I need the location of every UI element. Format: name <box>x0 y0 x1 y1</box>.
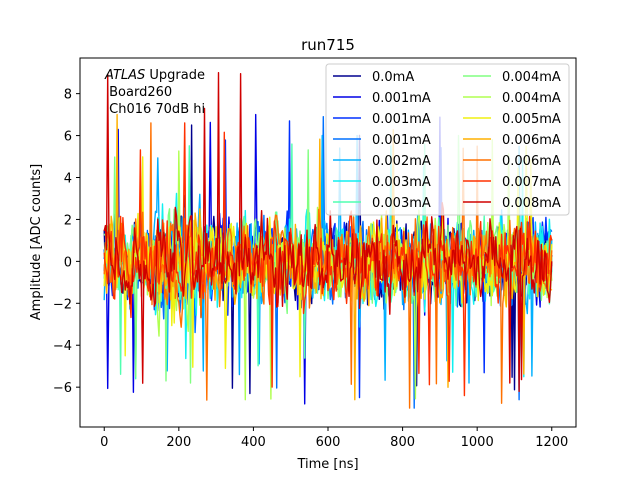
annotation-rest: Upgrade <box>145 68 205 83</box>
legend-label: 0.001mA <box>372 133 431 148</box>
chart-title: run715 <box>301 36 355 54</box>
legend-label: 0.001mA <box>372 112 431 127</box>
series-layer <box>103 72 553 409</box>
x-tick-label: 1200 <box>535 435 568 450</box>
y-tick-label: 2 <box>64 213 72 228</box>
legend-label: 0.0mA <box>372 70 414 85</box>
svg-text:ATLAS Upgrade: ATLAS Upgrade <box>104 68 205 83</box>
x-tick-label: 0 <box>100 435 108 450</box>
y-tick-label: −6 <box>53 381 72 396</box>
y-tick-label: 4 <box>64 172 72 187</box>
x-axis-label: Time [ns] <box>296 457 358 472</box>
legend-label: 0.004mA <box>502 91 561 106</box>
series-line <box>103 145 553 378</box>
legend-label: 0.004mA <box>502 70 561 85</box>
x-tick-label: 800 <box>390 435 415 450</box>
y-tick-label: 0 <box>64 255 72 270</box>
x-tick-label: 200 <box>166 435 191 450</box>
y-tick-label: −4 <box>53 339 72 354</box>
legend-label: 0.001mA <box>372 91 431 106</box>
legend-label: 0.003mA <box>372 175 431 190</box>
legend: 0.0mA 0.001mA 0.001mA 0.001mA 0.002mA 0.003mA… <box>325 63 570 216</box>
legend-label: 0.006mA <box>502 133 561 148</box>
atlas-annotation: ATLAS Upgrade Board260 Ch016 70dB hi <box>104 68 205 117</box>
x-axis: 0 200 400 600 800 1000 1200 <box>100 427 568 450</box>
annotation-board: Board260 <box>105 85 172 100</box>
y-axis-label: Amplitude [ADC counts] <box>29 164 44 320</box>
y-tick-label: 8 <box>64 88 72 103</box>
x-tick-label: 1000 <box>461 435 494 450</box>
y-tick-label: 6 <box>64 130 72 145</box>
legend-label: 0.008mA <box>502 196 561 211</box>
y-axis: −6 −4 −2 0 2 4 6 8 <box>53 88 80 396</box>
legend-label: 0.005mA <box>502 112 561 127</box>
legend-label: 0.002mA <box>372 154 431 169</box>
legend-label: 0.003mA <box>372 196 431 211</box>
x-tick-label: 400 <box>241 435 266 450</box>
legend-box <box>325 63 570 216</box>
series-line <box>103 72 553 393</box>
legend-label: 0.006mA <box>502 154 561 169</box>
annotation-italic: ATLAS <box>104 68 145 83</box>
y-tick-label: −2 <box>53 297 72 312</box>
x-tick-label: 600 <box>316 435 341 450</box>
legend-label: 0.007mA <box>502 175 561 190</box>
annotation-channel: Ch016 70dB hi <box>105 102 205 117</box>
